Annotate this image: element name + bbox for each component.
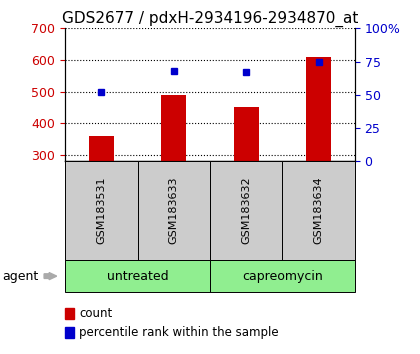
Text: count: count xyxy=(79,307,113,320)
Bar xyxy=(65,327,74,338)
Text: GSM183633: GSM183633 xyxy=(169,177,179,244)
FancyArrow shape xyxy=(44,273,57,280)
Bar xyxy=(306,57,331,250)
Bar xyxy=(89,136,114,250)
Text: capreomycin: capreomycin xyxy=(242,270,323,282)
Text: GSM183634: GSM183634 xyxy=(314,177,324,245)
Bar xyxy=(234,107,259,250)
Bar xyxy=(65,161,138,260)
Bar xyxy=(282,161,355,260)
Text: percentile rank within the sample: percentile rank within the sample xyxy=(79,326,279,339)
Bar xyxy=(65,260,210,292)
Text: GSM183531: GSM183531 xyxy=(96,177,106,244)
Bar xyxy=(161,95,186,250)
Bar xyxy=(65,308,74,319)
Bar xyxy=(210,260,355,292)
Text: GSM183632: GSM183632 xyxy=(241,177,251,245)
Text: GDS2677 / pdxH-2934196-2934870_at: GDS2677 / pdxH-2934196-2934870_at xyxy=(62,11,358,27)
Bar xyxy=(138,161,210,260)
Text: untreated: untreated xyxy=(107,270,168,282)
Text: agent: agent xyxy=(2,270,38,282)
Bar xyxy=(210,161,282,260)
